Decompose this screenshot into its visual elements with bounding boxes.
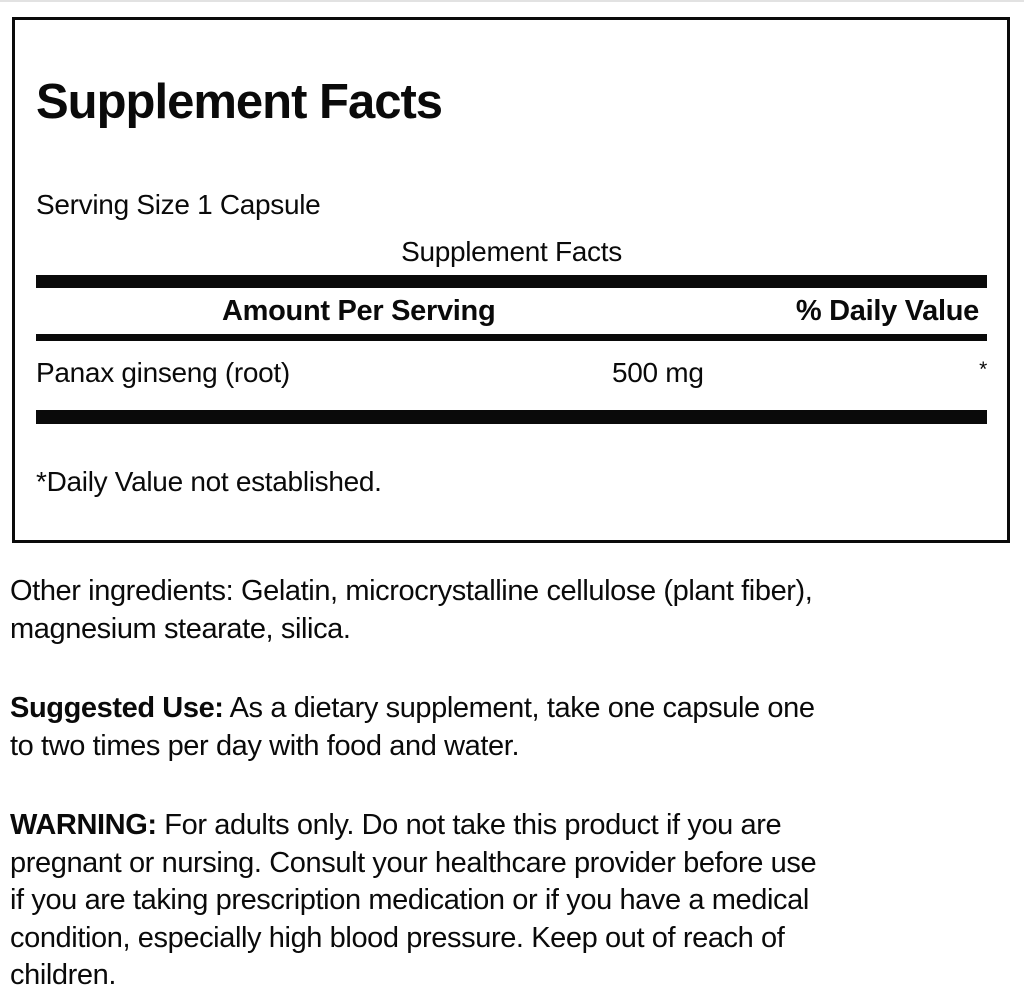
divider-thin (36, 334, 987, 341)
ingredient-amount: 500 mg (612, 357, 704, 388)
warning-label: WARNING: (10, 809, 157, 842)
other-ingredients-paragraph: Other ingredients: Gelatin, microcrystal… (10, 573, 1016, 648)
panel-title: Supplement Facts (36, 75, 443, 129)
supplement-facts-panel: Supplement Facts Serving Size 1 Capsule … (12, 17, 1010, 543)
ingredient-name: Panax ginseng (root) (36, 357, 290, 388)
other-ingredients-text: Other ingredients: Gelatin, microcrystal… (10, 575, 813, 645)
ingredient-row: Panax ginseng (root) 500 mg * (36, 357, 987, 399)
column-header-daily-value: % Daily Value (795, 295, 979, 327)
suggested-use-paragraph: Suggested Use: As a dietary supplement, … (10, 690, 1016, 765)
table-header-row: Amount Per Serving % Daily Value (36, 295, 987, 328)
column-header-amount: Amount Per Serving (222, 295, 496, 327)
warning-text: For adults only. Do not take this produc… (10, 809, 817, 992)
table-title: Supplement Facts (401, 236, 622, 267)
suggested-use-label: Suggested Use: (10, 692, 224, 725)
divider-thick-bottom (36, 410, 987, 424)
label-text-block: Other ingredients: Gelatin, microcrystal… (10, 573, 1016, 995)
warning-paragraph: WARNING: For adults only. Do not take th… (10, 807, 1016, 995)
daily-value-footnote: *Daily Value not established. (36, 466, 382, 497)
ingredient-daily-value-asterisk: * (979, 358, 987, 381)
divider-thick-top (36, 275, 987, 288)
serving-size: Serving Size 1 Capsule (36, 189, 321, 220)
suggested-use-text: As a dietary supplement, take one capsul… (10, 692, 815, 762)
